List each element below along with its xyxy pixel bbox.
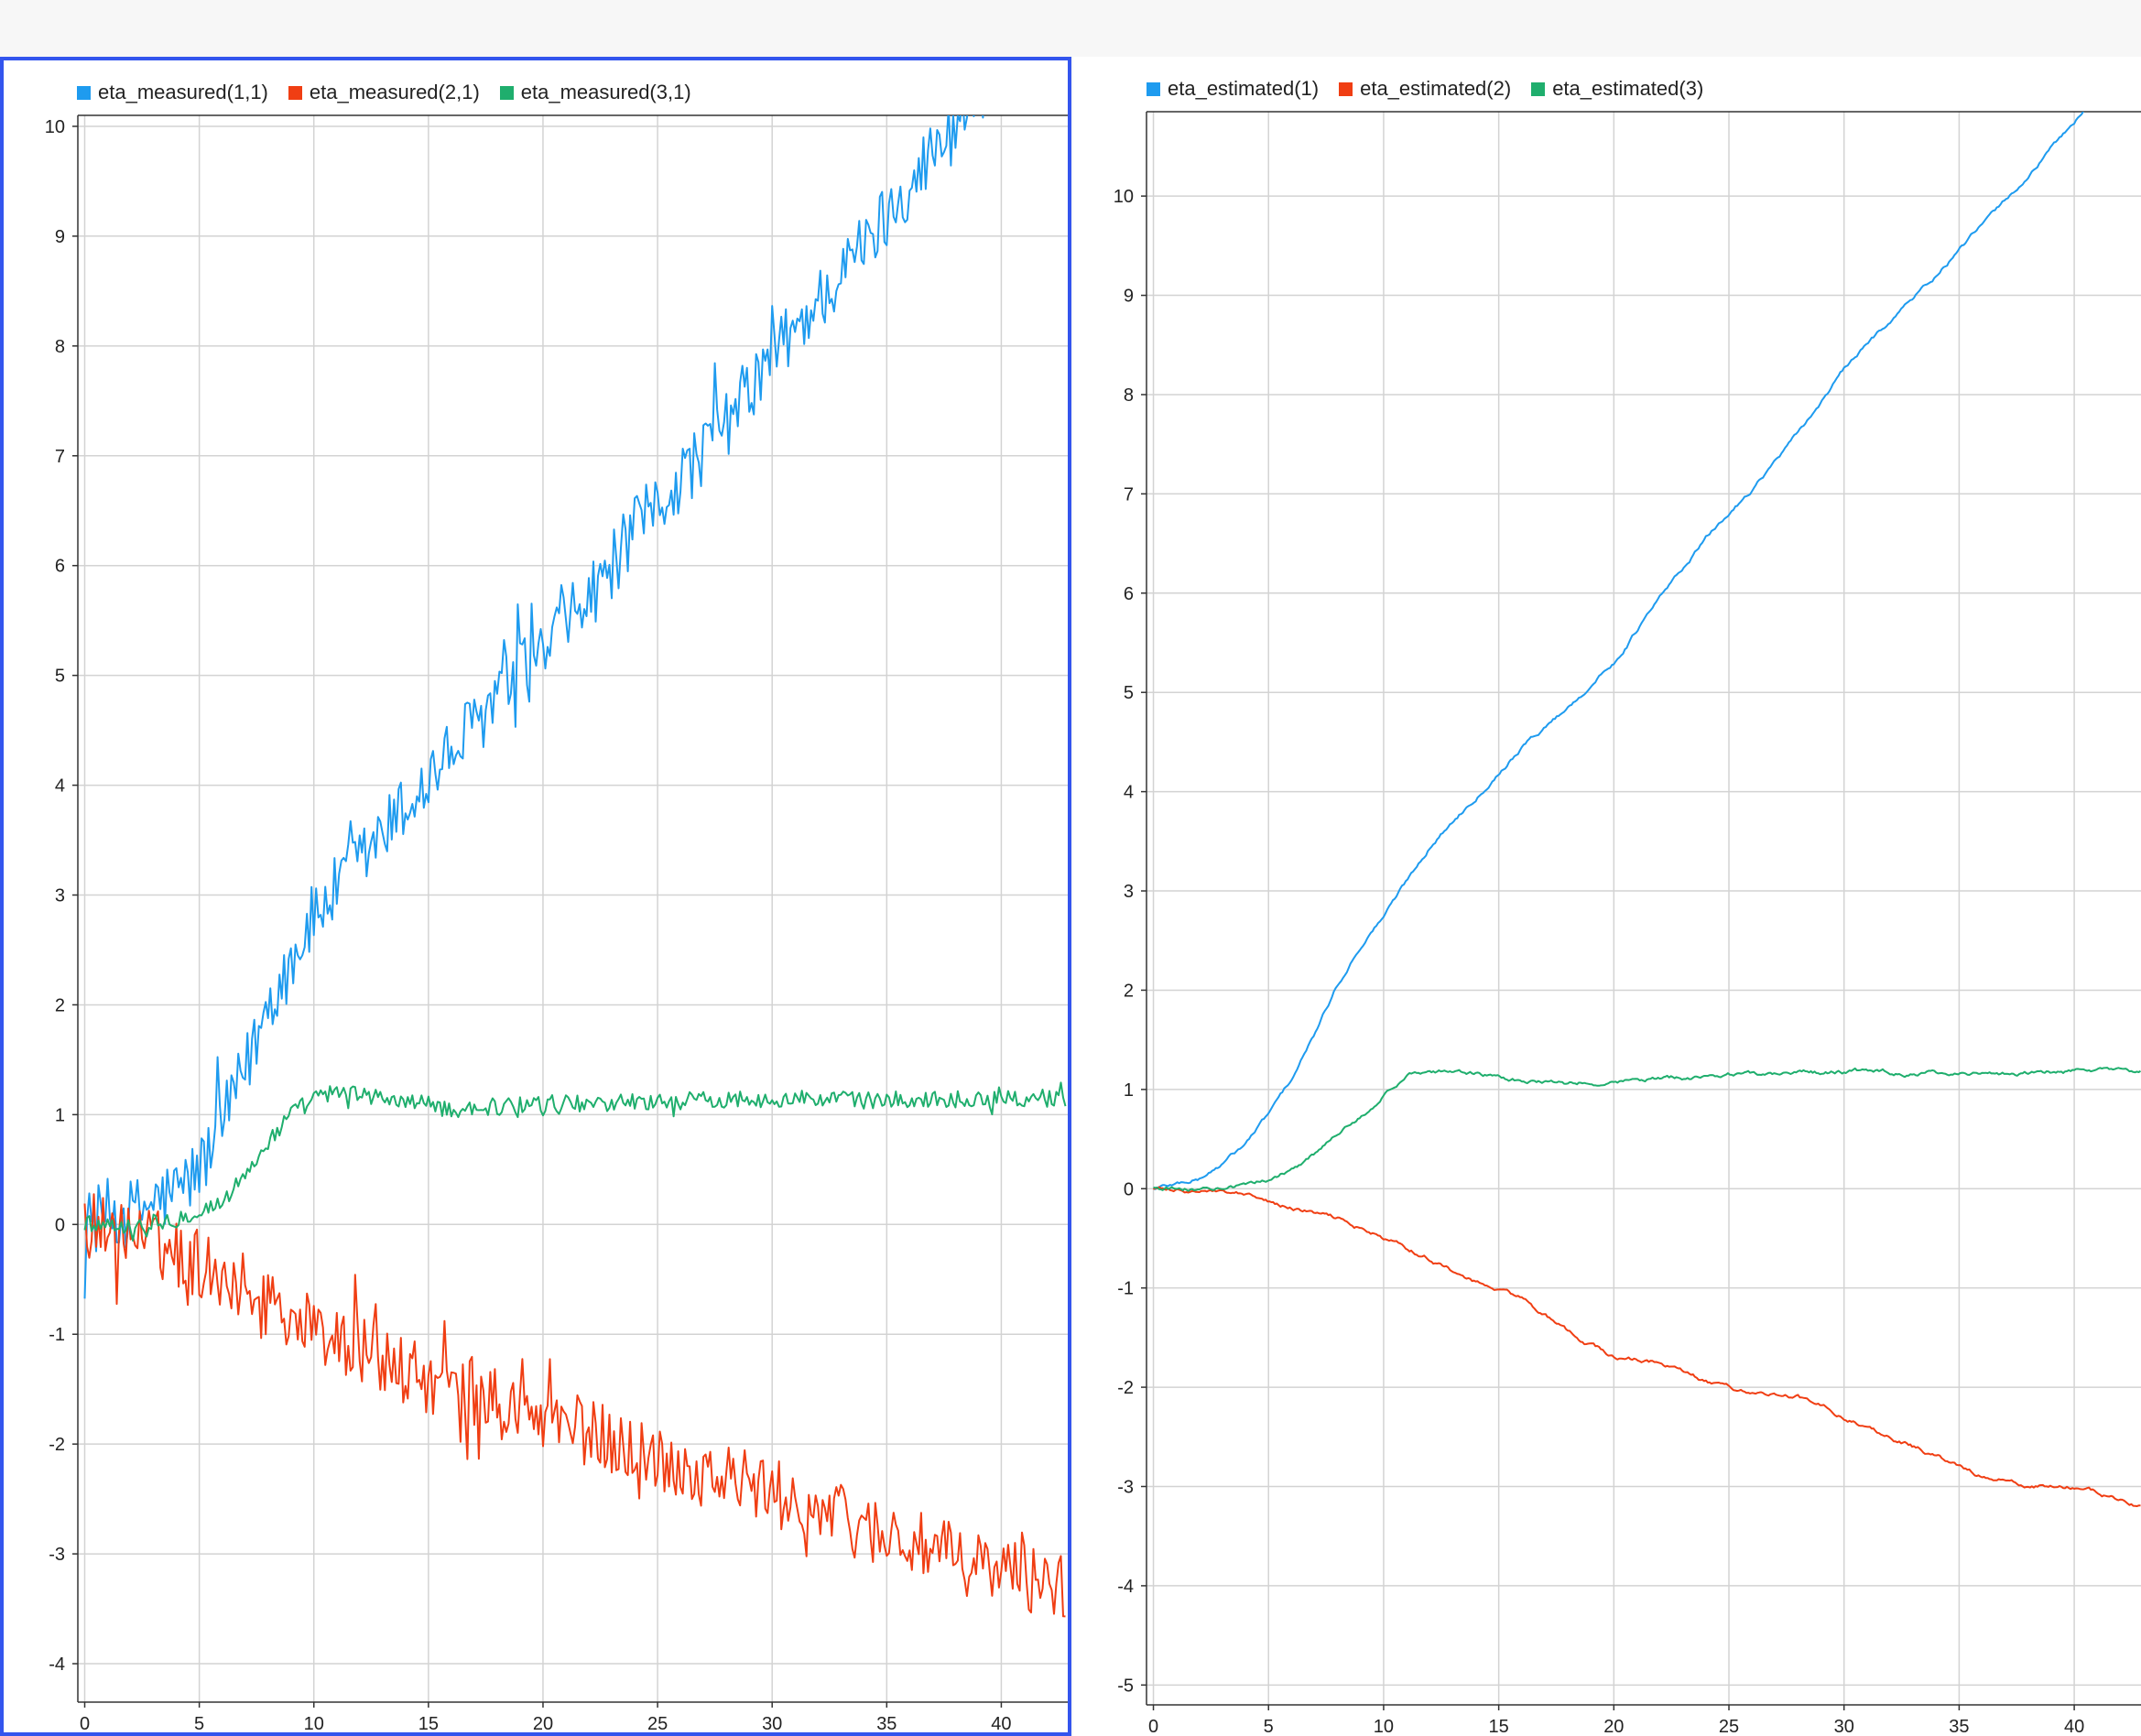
legend-label: eta_measured(3,1) bbox=[520, 81, 691, 103]
y-tick-label: -3 bbox=[1117, 1477, 1134, 1497]
x-tick-label: 15 bbox=[1489, 1717, 1509, 1736]
y-tick-label: 10 bbox=[1114, 187, 1134, 207]
y-tick-label: -2 bbox=[1117, 1378, 1134, 1398]
estimated-plot-panel[interactable]: eta_estimated(1) eta_estimated(2) eta_es… bbox=[1073, 57, 2141, 1736]
y-tick-label: 6 bbox=[1124, 584, 1134, 604]
y-tick-label: 6 bbox=[55, 557, 65, 577]
x-tick-label: 10 bbox=[304, 1714, 324, 1732]
y-tick-label: -2 bbox=[49, 1435, 65, 1455]
y-tick-label: -3 bbox=[49, 1545, 65, 1565]
legend-swatch bbox=[288, 85, 302, 100]
legend-item[interactable]: eta_estimated(1) bbox=[1147, 77, 1319, 101]
legend: eta_measured(1,1) eta_measured(2,1) eta_… bbox=[77, 77, 712, 108]
y-tick-label: 4 bbox=[1124, 783, 1134, 803]
y-tick-label: -4 bbox=[49, 1655, 65, 1675]
y-tick-label: 7 bbox=[1124, 484, 1134, 505]
x-tick-label: 40 bbox=[991, 1714, 1011, 1732]
x-tick-label: 15 bbox=[418, 1714, 439, 1732]
series-line[interactable] bbox=[1153, 57, 2141, 1190]
legend-item[interactable]: eta_estimated(2) bbox=[1339, 77, 1511, 101]
y-tick-label: 0 bbox=[55, 1215, 65, 1235]
series-line[interactable] bbox=[83, 1081, 1067, 1242]
y-tick-label: 8 bbox=[55, 337, 65, 357]
legend-label: eta_estimated(2) bbox=[1360, 77, 1512, 100]
y-tick-label: 2 bbox=[1124, 981, 1134, 1001]
estimated-chart[interactable]: 0 5 10 15 20 25 30 35 40 -5 -4 -3 -2 -1 0 1 2 3 4 5 6 7 8 9 10 bbox=[1073, 57, 2141, 1736]
series-line[interactable] bbox=[1152, 1186, 2141, 1507]
legend-label: eta_measured(1,1) bbox=[98, 81, 268, 103]
measured-plot-panel[interactable]: eta_measured(1,1) eta_measured(2,1) eta_… bbox=[0, 57, 1071, 1736]
legend-label: eta_estimated(1) bbox=[1168, 77, 1320, 100]
legend-item[interactable]: eta_estimated(3) bbox=[1531, 77, 1703, 101]
series-line[interactable] bbox=[1153, 1067, 2141, 1192]
x-tick-label: 20 bbox=[533, 1714, 553, 1732]
x-tick-label: 25 bbox=[1719, 1717, 1739, 1736]
x-tick-label: 20 bbox=[1603, 1717, 1624, 1736]
x-tick-label: 35 bbox=[876, 1714, 897, 1732]
y-tick-label: 4 bbox=[55, 776, 65, 797]
legend-item[interactable]: eta_measured(2,1) bbox=[288, 81, 480, 104]
legend-swatch bbox=[1339, 81, 1353, 96]
measured-chart[interactable]: 0 5 10 15 20 25 30 35 40 -4 -3 -2 -1 0 1 2 3 4 5 6 7 8 9 10 bbox=[4, 60, 1068, 1732]
x-tick-label: 5 bbox=[1264, 1717, 1274, 1736]
y-tick-label: -4 bbox=[1117, 1577, 1134, 1597]
y-tick-label: -5 bbox=[1117, 1676, 1134, 1696]
y-tick-label: 7 bbox=[55, 447, 65, 467]
x-tick-label: 25 bbox=[647, 1714, 668, 1732]
x-tick-label: 0 bbox=[1148, 1717, 1158, 1736]
legend-item[interactable]: eta_measured(3,1) bbox=[499, 81, 691, 104]
y-tick-label: 2 bbox=[55, 995, 65, 1015]
legend-label: eta_measured(2,1) bbox=[309, 81, 480, 103]
legend-item[interactable]: eta_measured(1,1) bbox=[77, 81, 268, 104]
legend-swatch bbox=[77, 85, 91, 100]
series-line[interactable] bbox=[83, 60, 1066, 1299]
series-line[interactable] bbox=[83, 1193, 1066, 1618]
x-tick-label: 0 bbox=[80, 1714, 90, 1732]
x-tick-label: 35 bbox=[1949, 1717, 1969, 1736]
x-tick-label: 5 bbox=[194, 1714, 204, 1732]
y-tick-label: 1 bbox=[55, 1105, 65, 1125]
legend-label: eta_estimated(3) bbox=[1552, 77, 1704, 100]
y-tick-label: 5 bbox=[1124, 683, 1134, 703]
legend-swatch bbox=[1531, 81, 1546, 96]
legend-swatch bbox=[1147, 81, 1160, 96]
y-tick-label: 9 bbox=[55, 227, 65, 247]
y-tick-label: 3 bbox=[1124, 882, 1134, 902]
legend-swatch bbox=[499, 85, 514, 100]
x-tick-label: 40 bbox=[2064, 1717, 2084, 1736]
y-tick-label: 9 bbox=[1124, 287, 1134, 307]
y-tick-label: 3 bbox=[55, 886, 65, 906]
legend: eta_estimated(1) eta_estimated(2) eta_es… bbox=[1147, 73, 1723, 104]
y-tick-label: 0 bbox=[1124, 1179, 1134, 1199]
y-tick-label: -1 bbox=[1117, 1279, 1134, 1299]
x-tick-label: 30 bbox=[1834, 1717, 1854, 1736]
y-tick-label: 8 bbox=[1124, 385, 1134, 406]
y-tick-label: 1 bbox=[1124, 1080, 1134, 1101]
x-tick-label: 10 bbox=[1374, 1717, 1394, 1736]
y-tick-label: 5 bbox=[55, 667, 65, 687]
x-tick-label: 30 bbox=[762, 1714, 782, 1732]
y-tick-label: 10 bbox=[45, 117, 65, 137]
y-tick-label: -1 bbox=[49, 1325, 65, 1345]
